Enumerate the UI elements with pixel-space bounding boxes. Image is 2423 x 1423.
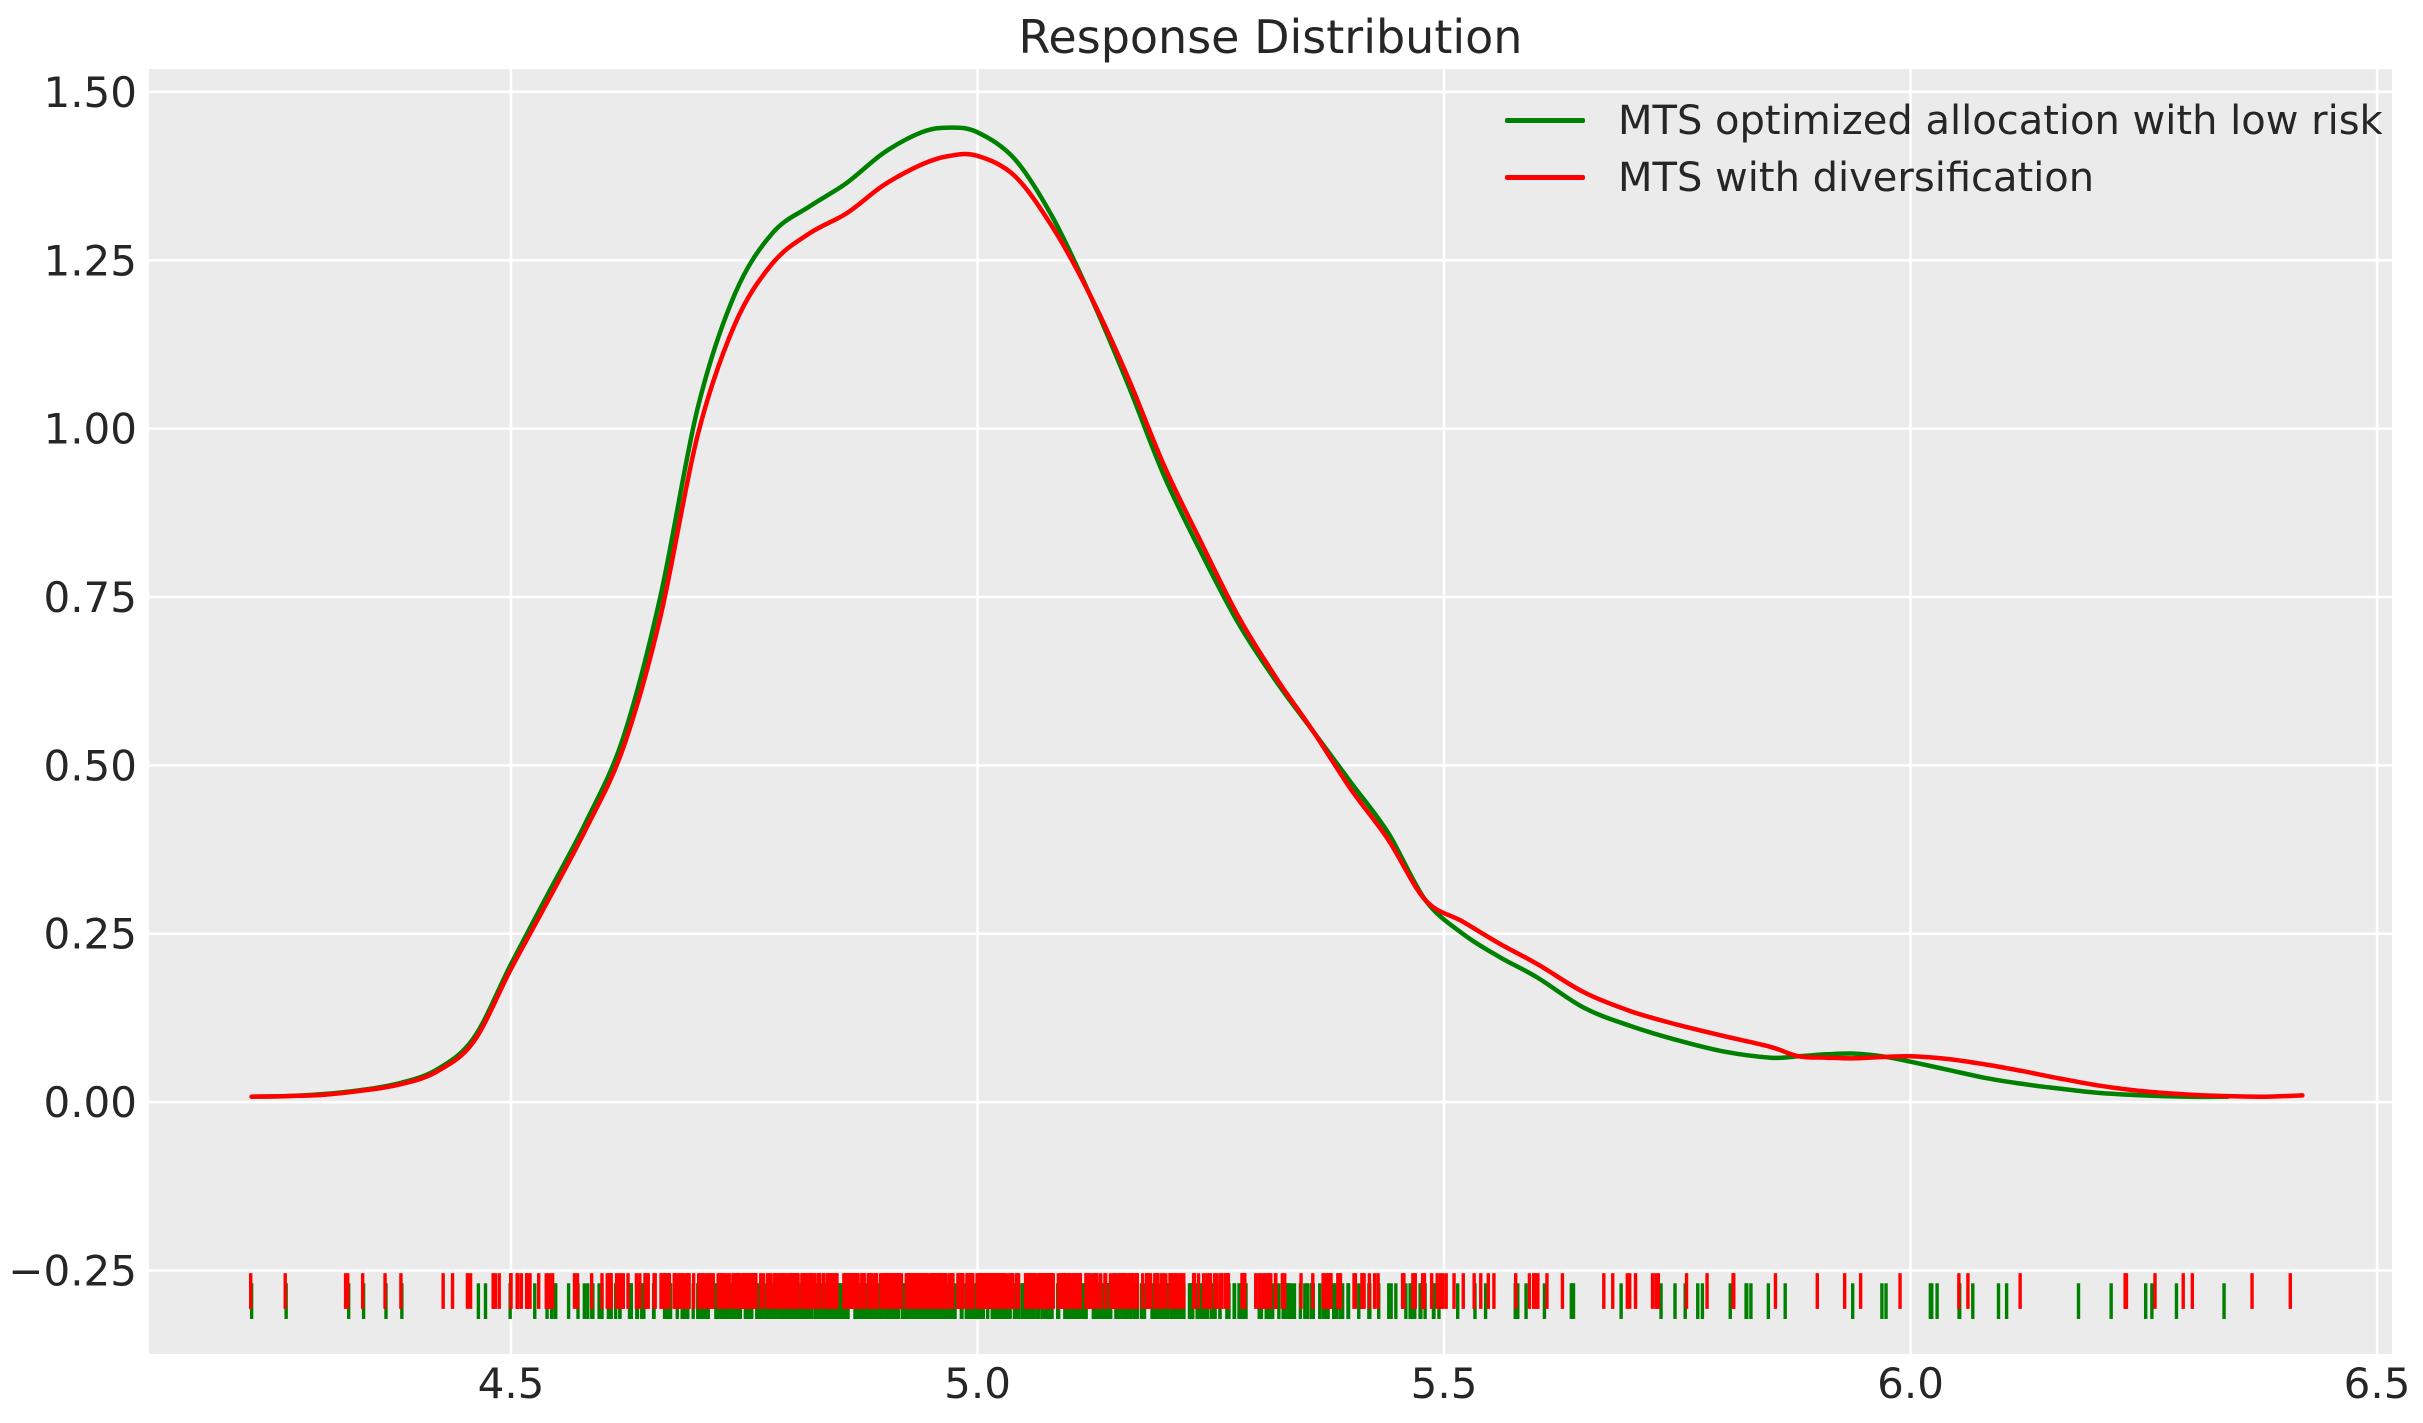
legend-item-green: MTS optimized allocation with low risk: [1505, 92, 2383, 149]
legend-line-red-icon: [1505, 175, 1585, 180]
y-tick-labels: 1.50 1.25 1.00 0.75 0.50 0.25 0.00 −0.25: [8, 68, 137, 1296]
x-tick-labels: 4.5 5.0 5.5 6.0 6.5: [478, 1359, 2411, 1408]
y-tick-label: 1.25: [43, 236, 137, 285]
legend-label-red: MTS with diversification: [1618, 154, 2095, 201]
green-kde-curve: [249, 125, 2231, 1100]
x-tick-label: 5.5: [1411, 1359, 1478, 1408]
legend-label-green: MTS optimized allocation with low risk: [1618, 97, 2383, 144]
gridlines: [149, 69, 2392, 1354]
y-tick-label: 0.75: [43, 573, 137, 622]
rug-red: [249, 1273, 2292, 1309]
y-tick-label: 0.50: [43, 741, 137, 790]
y-tick-label: 1.50: [43, 68, 137, 117]
legend: MTS optimized allocation with low risk M…: [1505, 92, 2383, 206]
plot-background: [149, 69, 2392, 1354]
y-tick-label: −0.25: [8, 1246, 137, 1295]
x-tick-label: 5.0: [944, 1359, 1011, 1408]
x-tick-label: 6.5: [2344, 1359, 2411, 1408]
legend-line-green-icon: [1505, 118, 1585, 123]
x-tick-label: 6.0: [1877, 1359, 1944, 1408]
red-kde-curve: [249, 151, 2305, 1099]
chart-title: Response Distribution: [1018, 10, 1523, 64]
legend-item-red: MTS with diversification: [1505, 149, 2383, 206]
y-tick-label: 0.25: [43, 910, 137, 959]
y-tick-label: 1.00: [43, 405, 137, 454]
x-tick-label: 4.5: [478, 1359, 545, 1408]
y-tick-label: 0.00: [43, 1078, 137, 1127]
